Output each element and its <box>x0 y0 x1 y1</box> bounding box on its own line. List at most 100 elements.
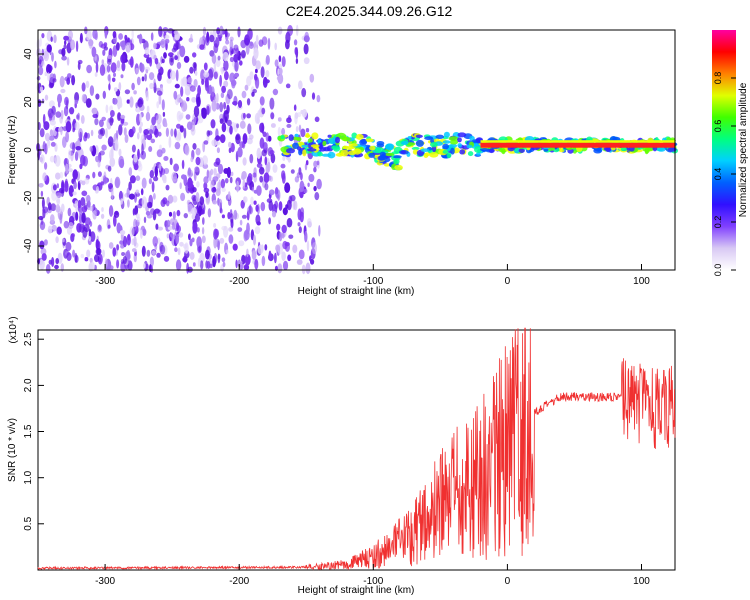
spectrogram-noise-cell <box>216 93 219 103</box>
spectrogram-noise-cell <box>95 239 100 250</box>
spectrogram-noise-cell <box>318 225 321 237</box>
spectrogram-noise-cell <box>180 192 186 202</box>
spectrogram-noise-cell <box>118 82 122 91</box>
spectrogram-noise-cell <box>121 61 126 72</box>
spectrogram-noise-cell <box>44 71 48 77</box>
spectrogram-noise-cell <box>153 78 156 88</box>
spectrogram-noise-cell <box>131 82 135 91</box>
spectrogram-noise-cell <box>223 101 227 110</box>
spectrogram-noise-cell <box>216 181 221 194</box>
spectrogram-noise-cell <box>178 98 183 103</box>
spectrogram-noise-cell <box>217 55 221 61</box>
spectrogram-y-tick-label: -20 <box>23 190 34 205</box>
spectrogram-noise-cell <box>82 226 88 238</box>
spectrogram-noise-cell <box>135 189 140 195</box>
spectrogram-noise-cell <box>196 227 200 233</box>
spectrogram-noise-cell <box>179 241 184 247</box>
spectrogram-heatmap <box>36 24 678 275</box>
spectrogram-noise-cell <box>64 180 69 193</box>
spectrogram-noise-cell <box>45 264 51 274</box>
spectrogram-noise-cell <box>219 25 224 37</box>
spectrogram-noise-cell <box>38 66 44 76</box>
spectrogram-signal-cell <box>420 148 430 152</box>
spectrogram-signal-cell <box>301 144 309 148</box>
spectrogram-noise-cell <box>229 125 233 135</box>
spectrogram-noise-cell <box>305 128 310 133</box>
spectrogram-signal-cell <box>449 139 459 145</box>
spectrogram-noise-cell <box>112 97 118 105</box>
spectrogram-noise-cell <box>40 190 44 197</box>
spectrogram-noise-cell <box>54 60 57 69</box>
spectrogram-noise-cell <box>58 127 63 133</box>
spectrogram-noise-cell <box>85 98 92 108</box>
spectrogram-noise-cell <box>298 80 303 90</box>
spectrogram-noise-cell <box>61 203 65 213</box>
spectrogram-noise-cell <box>175 69 179 82</box>
spectrogram-signal-cell <box>298 149 303 156</box>
spectrogram-noise-cell <box>131 248 137 253</box>
spectrogram-noise-cell <box>258 167 265 175</box>
spectrogram-noise-cell <box>226 104 230 115</box>
spectrogram-noise-cell <box>191 207 197 215</box>
spectrogram-noise-cell <box>180 86 184 97</box>
spectrogram-noise-cell <box>210 179 215 190</box>
spectrogram-noise-cell <box>242 157 247 166</box>
spectrogram-signal-cell <box>348 143 358 147</box>
spectrogram-noise-cell <box>195 192 200 203</box>
spectrogram-noise-cell <box>219 134 226 144</box>
spectrogram-signal-cell <box>359 139 367 146</box>
spectrogram-noise-cell <box>170 232 174 238</box>
spectrogram-noise-cell <box>240 199 245 209</box>
spectrogram-noise-cell <box>174 247 178 253</box>
spectrogram-noise-cell <box>160 168 166 176</box>
spectrogram-noise-cell <box>101 207 104 212</box>
spectrogram-noise-cell <box>67 30 73 40</box>
spectrogram-noise-cell <box>259 96 265 106</box>
spectrogram-noise-cell <box>246 113 252 119</box>
spectrogram-noise-cell <box>217 253 221 264</box>
spectrogram-noise-cell <box>39 156 44 163</box>
spectrogram-signal-cell <box>391 151 399 155</box>
spectrogram-noise-cell <box>229 176 233 184</box>
spectrogram-noise-cell <box>242 133 248 145</box>
spectrogram-noise-cell <box>181 159 185 170</box>
spectrogram-noise-cell <box>150 208 155 216</box>
spectrogram-noise-cell <box>66 252 72 261</box>
spectrogram-noise-cell <box>63 35 69 41</box>
spectrogram-noise-cell <box>192 61 197 69</box>
spectrogram-noise-cell <box>192 52 197 58</box>
colorbar-tick-label: 0.0 <box>713 264 723 277</box>
spectrogram-signal-cell <box>593 148 603 154</box>
spectrogram-noise-cell <box>150 265 153 273</box>
spectrogram-signal-halo <box>480 140 675 143</box>
spectrogram-noise-cell <box>305 160 309 166</box>
spectrogram-noise-cell <box>85 80 90 89</box>
spectrogram-noise-cell <box>121 252 126 256</box>
spectrogram-noise-cell <box>134 205 139 216</box>
spectrogram-noise-cell <box>111 77 116 83</box>
spectrogram-noise-cell <box>228 227 234 232</box>
spectrogram-noise-cell <box>123 127 127 136</box>
spectrogram-noise-cell <box>101 116 106 121</box>
spectrogram-noise-cell <box>139 121 143 127</box>
spectrogram-noise-cell <box>44 132 51 142</box>
spectrogram-noise-cell <box>286 217 293 228</box>
spectrogram-noise-cell <box>219 74 223 87</box>
spectrogram-noise-cell <box>120 74 124 79</box>
spectrogram-noise-cell <box>298 249 305 260</box>
spectrogram-noise-cell <box>215 157 221 166</box>
spectrogram-noise-cell <box>51 190 57 201</box>
spectrogram-noise-cell <box>109 116 114 126</box>
spectrogram-noise-cell <box>132 208 136 216</box>
spectrogram-noise-cell <box>272 164 278 173</box>
spectrogram-noise-cell <box>173 42 179 47</box>
spectrogram-noise-cell <box>177 247 181 256</box>
spectrogram-noise-cell <box>139 113 142 123</box>
spectrogram-noise-cell <box>147 201 153 209</box>
spectrogram-noise-cell <box>246 248 249 257</box>
spectrogram-noise-cell <box>136 216 141 223</box>
spectrogram-noise-cell <box>316 160 320 166</box>
spectrogram-noise-cell <box>251 186 255 192</box>
spectrogram-noise-cell <box>220 178 226 189</box>
spectrogram-noise-cell <box>244 84 249 91</box>
